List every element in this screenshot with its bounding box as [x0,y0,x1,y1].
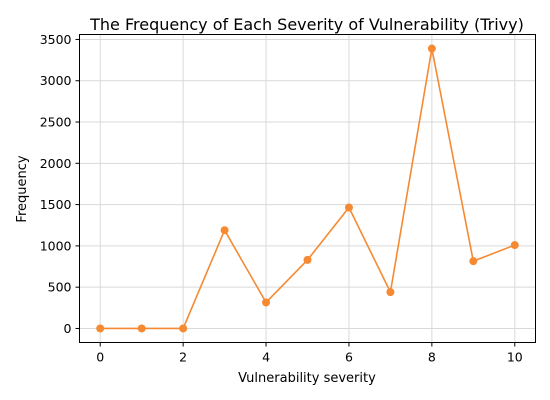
y-tick-label: 3000 [40,73,72,88]
y-tick-label: 1500 [40,197,72,212]
y-tick-label: 1000 [40,238,72,253]
grid [79,34,536,343]
data-point [510,241,519,250]
x-tick-label: 0 [96,350,104,365]
plot-frame [79,34,536,343]
chart-title: The Frequency of Each Severity of Vulner… [89,15,524,34]
data-point [427,44,436,53]
x-tick-label: 8 [428,350,436,365]
data-point [220,226,229,235]
series-layer [96,44,519,333]
y-tick-label: 2000 [40,156,72,171]
y-axis-label: Frequency [15,155,30,222]
x-tick-label: 2 [179,350,187,365]
y-tick-label: 2500 [40,115,72,130]
y-tick-label: 0 [64,321,72,336]
y-tick-label: 500 [48,280,72,295]
data-point [96,324,105,333]
x-tick-label: 4 [262,350,270,365]
data-point [386,288,395,297]
data-point [344,203,353,212]
series-line [100,47,516,330]
data-point [179,324,188,333]
x-tick-label: 6 [345,350,353,365]
data-point [137,324,146,333]
data-point [469,257,478,266]
y-tick-label: 3500 [40,32,72,47]
data-point [303,255,312,264]
x-axis-label: Vulnerability severity [238,371,376,386]
data-point [262,298,271,307]
axis-ticks: 0 2 4 6 8 10 0 500 1000 1500 2000 2500 3000 3500 [40,32,523,365]
x-tick-label: 10 [507,350,523,365]
